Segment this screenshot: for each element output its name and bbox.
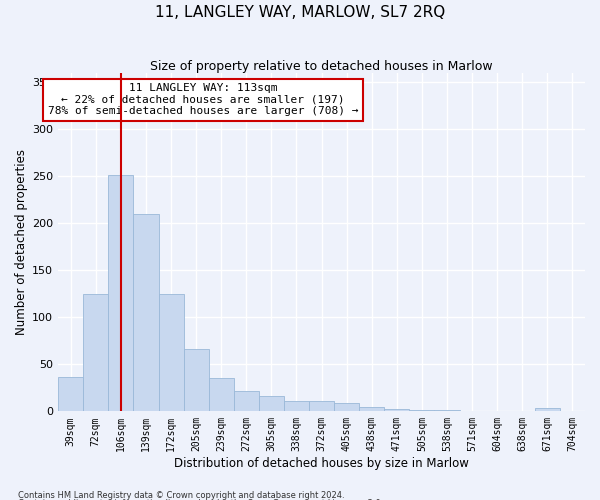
Y-axis label: Number of detached properties: Number of detached properties <box>15 149 28 335</box>
Bar <box>184 350 209 412</box>
Bar <box>109 174 133 412</box>
Bar <box>409 410 434 412</box>
X-axis label: Distribution of detached houses by size in Marlow: Distribution of detached houses by size … <box>174 457 469 470</box>
Bar <box>434 410 460 412</box>
Text: 11, LANGLEY WAY, MARLOW, SL7 2RQ: 11, LANGLEY WAY, MARLOW, SL7 2RQ <box>155 5 445 20</box>
Bar <box>284 401 309 411</box>
Bar <box>384 410 409 412</box>
Text: 11 LANGLEY WAY: 113sqm
← 22% of detached houses are smaller (197)
78% of semi-de: 11 LANGLEY WAY: 113sqm ← 22% of detached… <box>48 83 358 116</box>
Bar <box>334 403 359 411</box>
Bar <box>359 406 384 412</box>
Title: Size of property relative to detached houses in Marlow: Size of property relative to detached ho… <box>150 60 493 73</box>
Bar <box>83 294 109 412</box>
Bar <box>259 396 284 411</box>
Bar <box>209 378 234 412</box>
Bar <box>535 408 560 412</box>
Bar <box>158 294 184 412</box>
Bar <box>58 376 83 412</box>
Text: Contains HM Land Registry data © Crown copyright and database right 2024.: Contains HM Land Registry data © Crown c… <box>18 490 344 500</box>
Bar <box>309 401 334 411</box>
Bar <box>234 390 259 411</box>
Text: Contains public sector information licensed under the Open Government Licence v3: Contains public sector information licen… <box>18 499 383 500</box>
Bar <box>133 214 158 412</box>
